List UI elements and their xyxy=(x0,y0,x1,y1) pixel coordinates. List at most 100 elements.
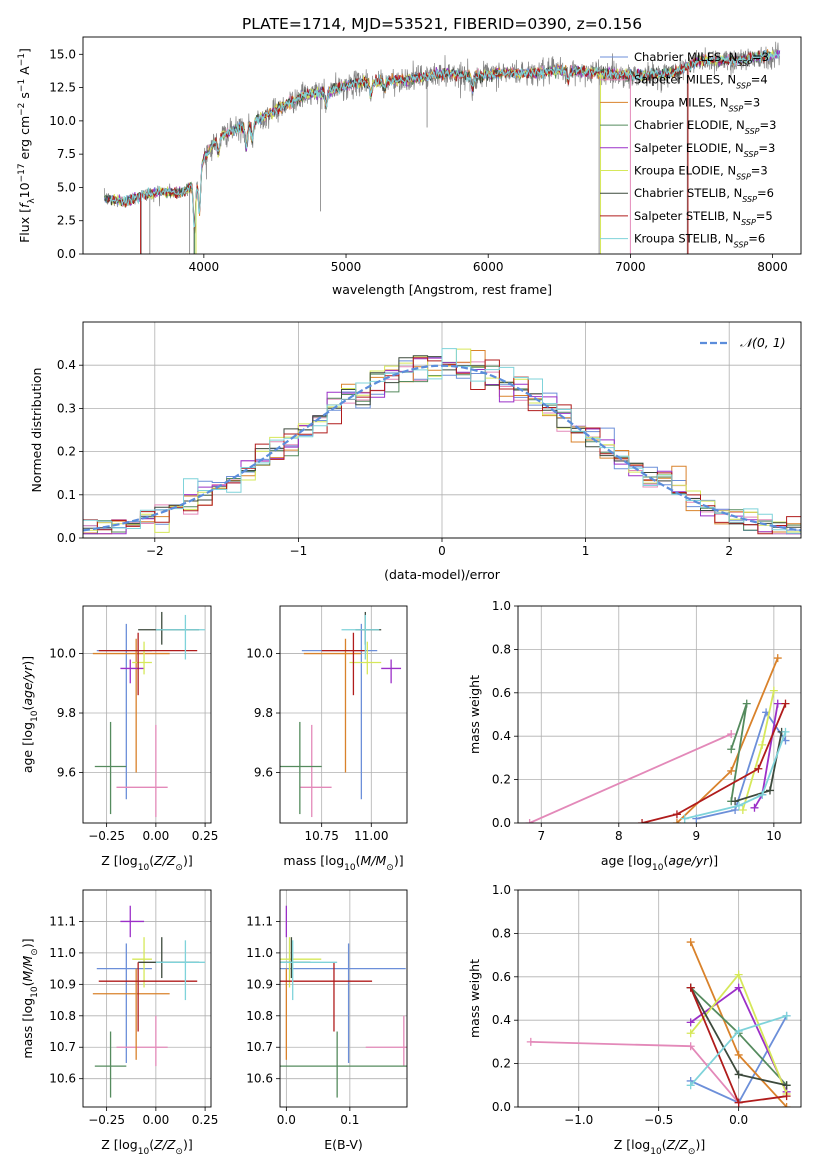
weight_vs_Z-series-marker xyxy=(782,1092,791,1101)
weight_vs_Z-ytick-label: 0.0 xyxy=(492,1100,511,1114)
weight_vs_Z-ylabel: mass weight xyxy=(467,959,482,1038)
weight_vs_Z-ytick-label: 0.6 xyxy=(492,970,511,984)
legend-label-value: =3 xyxy=(752,50,769,64)
spectrum-xtick-label: 6000 xyxy=(473,260,504,274)
legend-label-value: =6 xyxy=(748,232,765,246)
spectrum-xtick-label: 7000 xyxy=(615,260,646,274)
mass_vs_Z-ytick-label: 10.9 xyxy=(49,977,76,991)
age_vs_mass-xlabel-part: 10 xyxy=(344,863,356,873)
weight_vs_Z-series-marker xyxy=(734,1070,743,1079)
residuals-ytick-label: 0.0 xyxy=(57,531,76,545)
weight_vs_age-series-marker xyxy=(727,766,736,775)
weight_vs_age-series-marker xyxy=(769,686,778,695)
spectrum-ytick-label: 7.5 xyxy=(57,147,76,161)
weight_vs_Z-xtick-label: −0.5 xyxy=(644,1113,673,1127)
weight_vs_age-xlabel-part: )] xyxy=(708,853,718,868)
residuals-xtick-label: −2 xyxy=(146,544,164,558)
mass_vs_Z-xlabel: Z [log10(Z/Z⊙)] xyxy=(101,1137,192,1157)
legend-label: Kroupa STELIB, NSSP=6 xyxy=(634,232,765,250)
mass_vs_Z-xtick-label: 0.25 xyxy=(192,1113,219,1127)
age_vs_Z-grid xyxy=(83,606,211,823)
legend-label-value: =4 xyxy=(751,73,768,87)
spectrum-ylabel-part: ] xyxy=(17,48,32,53)
mass_vs_Z-panel: −0.25 0.00 0.25 10.6 10.7 10.8 10.9 11.0 11.1 Z [… xyxy=(20,889,219,1157)
age_vs_Z-frame xyxy=(82,605,212,824)
weight_vs_age-series-marker xyxy=(781,727,790,736)
mass_vs_Z-ylabel-part: mass [log xyxy=(20,998,35,1059)
weight_vs_age-series-marker xyxy=(672,819,681,823)
weight_vs_age-xlabel-part: age [log xyxy=(601,853,652,868)
legend-label-text: Kroupa MILES, N xyxy=(634,95,729,109)
weight_vs_age-series-marker xyxy=(781,699,790,708)
mass_vs_Z-ylabel-part: ⊙ xyxy=(30,948,40,956)
weight_vs_age-series-line xyxy=(730,703,748,802)
legend-label-sub: SSP xyxy=(742,195,757,204)
age_vs_Z-ylabel-part: )] xyxy=(20,656,35,666)
age_vs_Z-xlabel-part: ( xyxy=(149,853,154,868)
mass_vs_ebv-plot-area xyxy=(280,905,407,1098)
spectrum-ytick-label: 12.5 xyxy=(49,81,76,95)
age_vs_mass-xlabel: mass [log10(M/M⊙)] xyxy=(283,853,403,873)
weight_vs_age-series-marker xyxy=(773,699,782,708)
legend-label-sub: SSP xyxy=(744,149,759,158)
age_vs_Z-ylabel: age [log10(age/yr)] xyxy=(20,656,40,773)
age_vs_Z-panel: −0.25 0.00 0.259.69.810.0Z [log10(Z/Z⊙)]ag… xyxy=(20,605,218,873)
age_vs_Z-ytick-label: 10.0 xyxy=(49,647,76,661)
spectrum-ylabel-part: erg cm xyxy=(17,116,32,164)
age_vs_mass-ytick-label: 10.0 xyxy=(246,647,273,661)
spectrum-ytick-label: 15.0 xyxy=(49,47,76,61)
weight_vs_Z-series-marker xyxy=(686,983,695,992)
age_vs_Z-xtick-label: −0.25 xyxy=(88,829,125,843)
residuals-panel: −2 −1 0 1 2 0.0 0.1 0.2 0.3 0.4 𝒩(0, 1) (data-model… xyxy=(29,321,802,582)
weight_vs_Z-series-marker xyxy=(734,1027,743,1036)
weight_vs_Z-xlabel-part: ( xyxy=(662,1137,667,1152)
age_vs_Z-ylabel-part: ( xyxy=(20,706,35,711)
normal-curve-line xyxy=(83,364,801,532)
weight_vs_age-series-line xyxy=(641,703,787,823)
spectrum-ylabel: Flux [fλ10−17 erg cm−2 s−1 A−1] xyxy=(17,48,37,243)
spectrum-ytick-label: 5.0 xyxy=(57,180,76,194)
spectrum-ytick-label: 2.5 xyxy=(57,214,76,228)
mass_vs_Z-xlabel-part: ( xyxy=(149,1137,154,1152)
weight_vs_Z-panel: −1.0 −0.5 0.0 0.0 0.2 0.4 0.6 0.8 1.0 Z [log10(Z/… xyxy=(467,883,802,1157)
mass_vs_Z-ylabel-part: )] xyxy=(20,938,35,948)
mass_vs_ebv-ytick-label: 10.7 xyxy=(246,1040,273,1054)
residuals-xtick-label: −1 xyxy=(290,544,308,558)
legend-label-sub: SSP xyxy=(737,59,752,68)
legend-label: Chabrier STELIB, NSSP=6 xyxy=(634,186,774,204)
legend-label-text: Salpeter STELIB, N xyxy=(634,209,741,223)
weight_vs_Z-xtick-label: 0.0 xyxy=(729,1113,748,1127)
residuals-ylabel-part: Normed distribution xyxy=(29,368,44,493)
weight_vs_age-series-marker xyxy=(727,730,736,739)
mass_vs_Z-xlabel-part: Z/Z xyxy=(153,1137,176,1152)
weight_vs_age-ylabel-part: mass weight xyxy=(467,675,482,754)
weight_vs_age-ytick-label: 1.0 xyxy=(492,599,511,613)
spectrum-ylabel-part: 10 xyxy=(17,182,32,198)
mass_vs_Z-ytick-label: 10.8 xyxy=(49,1009,76,1023)
age_vs_mass-panel: 10.75 11.00 9.6 9.8 10.0 mass [log10(M/M⊙)] xyxy=(246,605,408,873)
spectrum-ylabel-part: −1 xyxy=(17,53,27,66)
weight_vs_age-series-marker xyxy=(638,819,647,823)
spectrum-xtick-label: 8000 xyxy=(757,260,788,274)
weight_vs_Z-series-marker xyxy=(734,1098,743,1107)
mass_vs_Z-xlabel-part: )] xyxy=(183,1137,193,1152)
weight_vs_age-xtick-label: 10 xyxy=(766,829,781,843)
mass_vs_Z-xtick-label: −0.25 xyxy=(88,1113,125,1127)
age_vs_Z-ytick-label: 9.6 xyxy=(57,765,76,779)
mass_vs_Z-xtick-label: 0.00 xyxy=(143,1113,170,1127)
mass_vs_ebv-ytick-label: 10.8 xyxy=(246,1009,273,1023)
age_vs_mass-plot-area xyxy=(280,611,402,818)
spectrum-ylabel-part: A xyxy=(17,66,32,79)
residuals-ylabel: Normed distribution xyxy=(29,368,44,493)
legend-label-sub: SSP xyxy=(736,81,751,90)
age_vs_mass-xlabel-part: ( xyxy=(356,853,361,868)
spectrum-xtick-label: 5000 xyxy=(331,260,362,274)
weight_vs_Z-xlabel-part: 10 xyxy=(650,1147,662,1157)
age_vs_Z-plot-area xyxy=(92,611,206,818)
spectrum-xtick-label: 4000 xyxy=(189,260,220,274)
mass_vs_ebv-xlabel: E(B-V) xyxy=(324,1137,363,1152)
weight_vs_age-series-marker xyxy=(758,740,767,749)
weight_vs_age-ytick-label: 0.4 xyxy=(492,729,511,743)
